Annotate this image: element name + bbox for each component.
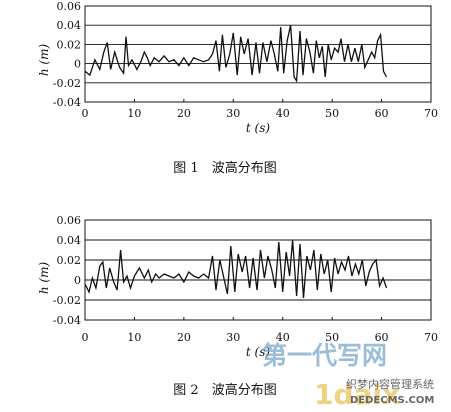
chart-1-xlabel: t (s)	[246, 121, 270, 135]
watermark-subtitle: 织梦内容管理系统	[346, 377, 434, 391]
chart-2-caption: 图 2 波高分布图	[173, 382, 276, 398]
chart-1-y-tick-label: -0.04	[53, 96, 81, 109]
chart-2-plot-frame	[84, 219, 432, 321]
chart-2-x-tick-label: 50	[325, 331, 339, 344]
chart-1-x-tick-label: 0	[82, 107, 89, 120]
watermark-logo: 第一代写网 1daix 织梦内容管理系统 DEDECMS.COM	[262, 341, 434, 411]
chart-2-y-tick-label: 0	[74, 274, 81, 287]
chart-1-x-ticks: 0 10 20 30 40 50 60 70	[82, 99, 438, 120]
chart-2-y-tick-label: 0.04	[57, 234, 82, 247]
chart-1-ylabel: h (m)	[37, 44, 51, 77]
chart-1-x-tick-label: 40	[276, 107, 290, 120]
chart-2-x-tick-label: 60	[375, 331, 389, 344]
chart-2-y-tick-label: -0.02	[53, 294, 81, 307]
chart-1-y-tick-label: 0.02	[57, 38, 82, 51]
chart-2-x-tick-label: 20	[177, 331, 191, 344]
watermark-logo-text: 第一代写网	[262, 341, 387, 370]
watermark-logo-latin: 1daix	[314, 378, 400, 411]
chart-1-gridlines	[85, 24, 431, 84]
chart-1-x-tick-label: 20	[177, 107, 191, 120]
chart-2-xlabel: t (s)	[246, 345, 270, 359]
watermark-url: DEDECMS.COM	[350, 395, 434, 406]
chart-2-x-tick-label: 70	[424, 331, 438, 344]
chart-1-x-tick-label: 60	[375, 107, 389, 120]
chart-2-y-tick-label: 0.02	[57, 254, 82, 267]
chart-2-x-tick-label: 10	[127, 331, 141, 344]
chart-1-caption: 图 1 波高分布图	[173, 160, 276, 176]
chart-2-x-ticks: 0 10 20 30 40 50 60 70	[82, 317, 438, 344]
chart-2-y-tick-label: 0.06	[57, 214, 82, 227]
chart-1-x-tick-label: 70	[424, 107, 438, 120]
chart-2-x-tick-label: 30	[226, 331, 240, 344]
chart-2-y-tick-label: -0.04	[53, 314, 81, 327]
chart-2-series-line	[84, 239, 388, 299]
chart-1-series-line	[84, 25, 388, 83]
chart-1-y-axis-label: h (m)	[37, 44, 51, 77]
chart-1-x-tick-label: 50	[325, 107, 339, 120]
chart-2-x-tick-label: 0	[82, 331, 89, 344]
chart-2-gridlines	[85, 239, 431, 301]
chart-2-x-tick-label: 40	[276, 331, 290, 344]
chart-1-y-tick-label: 0.04	[57, 19, 82, 32]
chart-1-y-tick-label: 0	[74, 58, 81, 71]
chart-2-ylabel: h (m)	[37, 262, 51, 295]
chart-2-y-ticks: -0.04 -0.02 0 0.02 0.04 0.06	[53, 214, 81, 327]
chart-1-y-tick-label: 0.06	[57, 0, 82, 13]
chart-1-plot-frame	[84, 5, 432, 103]
chart-1-x-tick-label: 10	[127, 107, 141, 120]
chart-1-y-ticks: -0.04 -0.02 0 0.02 0.04 0.06	[53, 0, 81, 109]
chart-1-x-tick-label: 30	[226, 107, 240, 120]
chart-1-y-tick-label: -0.02	[53, 77, 81, 90]
